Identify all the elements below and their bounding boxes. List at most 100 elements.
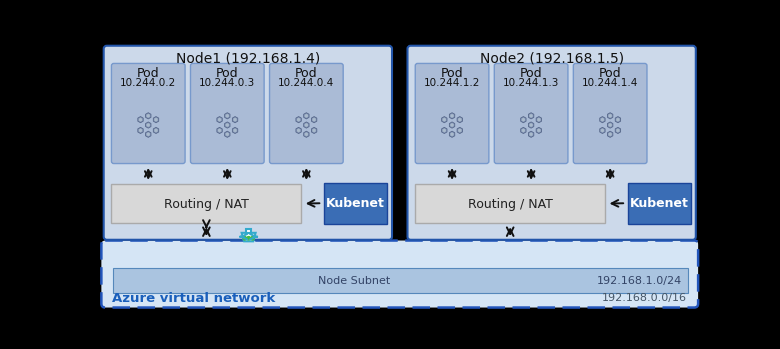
Text: 192.168.1.0/24: 192.168.1.0/24 xyxy=(597,276,682,286)
Polygon shape xyxy=(225,123,229,127)
Polygon shape xyxy=(530,123,533,127)
Text: Azure virtual network: Azure virtual network xyxy=(112,292,275,305)
Polygon shape xyxy=(443,118,446,121)
Bar xyxy=(628,183,691,224)
Polygon shape xyxy=(217,127,222,134)
Text: 10.244.0.3: 10.244.0.3 xyxy=(199,78,255,88)
Polygon shape xyxy=(146,122,151,128)
Polygon shape xyxy=(458,128,462,132)
Polygon shape xyxy=(297,128,300,132)
Polygon shape xyxy=(305,132,308,136)
Polygon shape xyxy=(615,117,621,123)
Polygon shape xyxy=(233,128,236,132)
Polygon shape xyxy=(311,117,317,123)
Polygon shape xyxy=(217,117,222,123)
Polygon shape xyxy=(443,128,446,132)
FancyBboxPatch shape xyxy=(495,64,568,164)
FancyBboxPatch shape xyxy=(415,64,489,164)
Polygon shape xyxy=(154,127,158,134)
Polygon shape xyxy=(225,131,230,138)
Polygon shape xyxy=(608,122,613,128)
Text: 10.244.1.3: 10.244.1.3 xyxy=(503,78,559,88)
Polygon shape xyxy=(441,117,447,123)
Polygon shape xyxy=(616,128,619,132)
Text: Routing / NAT: Routing / NAT xyxy=(164,198,249,211)
Polygon shape xyxy=(608,113,613,119)
Polygon shape xyxy=(528,113,534,119)
Polygon shape xyxy=(218,128,222,132)
Polygon shape xyxy=(154,117,158,123)
Polygon shape xyxy=(521,127,526,134)
Polygon shape xyxy=(608,114,612,118)
Polygon shape xyxy=(218,118,222,121)
Polygon shape xyxy=(296,127,301,134)
Text: 192.168.0.0/16: 192.168.0.0/16 xyxy=(602,293,687,303)
Polygon shape xyxy=(601,128,604,132)
Text: Pod: Pod xyxy=(137,67,160,80)
FancyBboxPatch shape xyxy=(190,64,264,164)
Text: Pod: Pod xyxy=(295,67,317,80)
Text: 10.244.1.2: 10.244.1.2 xyxy=(424,78,480,88)
Polygon shape xyxy=(232,127,238,134)
Polygon shape xyxy=(537,128,541,132)
FancyBboxPatch shape xyxy=(573,64,647,164)
Text: Routing / NAT: Routing / NAT xyxy=(468,198,552,211)
FancyBboxPatch shape xyxy=(104,46,392,240)
Polygon shape xyxy=(449,113,455,119)
Text: Pod: Pod xyxy=(441,67,463,80)
Polygon shape xyxy=(457,117,463,123)
Polygon shape xyxy=(522,118,525,121)
Polygon shape xyxy=(530,114,533,118)
Polygon shape xyxy=(451,123,454,127)
Polygon shape xyxy=(608,131,613,138)
Polygon shape xyxy=(608,132,612,136)
Bar xyxy=(113,268,688,293)
Text: Kubenet: Kubenet xyxy=(630,198,689,210)
Circle shape xyxy=(251,237,254,240)
Polygon shape xyxy=(296,117,301,123)
Polygon shape xyxy=(305,123,308,127)
FancyBboxPatch shape xyxy=(270,64,343,164)
Text: Node1 (192.168.1.4): Node1 (192.168.1.4) xyxy=(176,51,320,65)
Polygon shape xyxy=(441,127,447,134)
Text: Pod: Pod xyxy=(519,67,542,80)
Polygon shape xyxy=(139,118,142,121)
Polygon shape xyxy=(522,128,525,132)
Polygon shape xyxy=(600,127,605,134)
Polygon shape xyxy=(449,122,455,128)
Text: Node2 (192.168.1.5): Node2 (192.168.1.5) xyxy=(480,51,624,65)
Polygon shape xyxy=(313,128,316,132)
Text: 10.244.0.2: 10.244.0.2 xyxy=(120,78,176,88)
Polygon shape xyxy=(138,127,144,134)
Polygon shape xyxy=(521,117,526,123)
Circle shape xyxy=(243,237,246,240)
Polygon shape xyxy=(139,128,142,132)
Polygon shape xyxy=(225,114,229,118)
Polygon shape xyxy=(146,131,151,138)
Polygon shape xyxy=(154,128,158,132)
Polygon shape xyxy=(536,127,541,134)
Polygon shape xyxy=(528,131,534,138)
Polygon shape xyxy=(305,114,308,118)
Polygon shape xyxy=(154,118,158,121)
Text: Pod: Pod xyxy=(599,67,622,80)
Text: Node Subnet: Node Subnet xyxy=(318,276,391,286)
Polygon shape xyxy=(537,118,541,121)
Polygon shape xyxy=(313,118,316,121)
Polygon shape xyxy=(225,122,230,128)
Bar xyxy=(415,184,605,223)
Polygon shape xyxy=(600,117,605,123)
Polygon shape xyxy=(225,132,229,136)
Polygon shape xyxy=(297,118,300,121)
FancyBboxPatch shape xyxy=(101,240,698,307)
Polygon shape xyxy=(147,114,150,118)
Polygon shape xyxy=(147,132,150,136)
Polygon shape xyxy=(608,123,612,127)
Text: 10.244.0.4: 10.244.0.4 xyxy=(278,78,335,88)
Polygon shape xyxy=(536,117,541,123)
Polygon shape xyxy=(146,113,151,119)
Polygon shape xyxy=(601,118,604,121)
FancyBboxPatch shape xyxy=(112,64,185,164)
Polygon shape xyxy=(451,132,454,136)
Polygon shape xyxy=(246,229,251,233)
